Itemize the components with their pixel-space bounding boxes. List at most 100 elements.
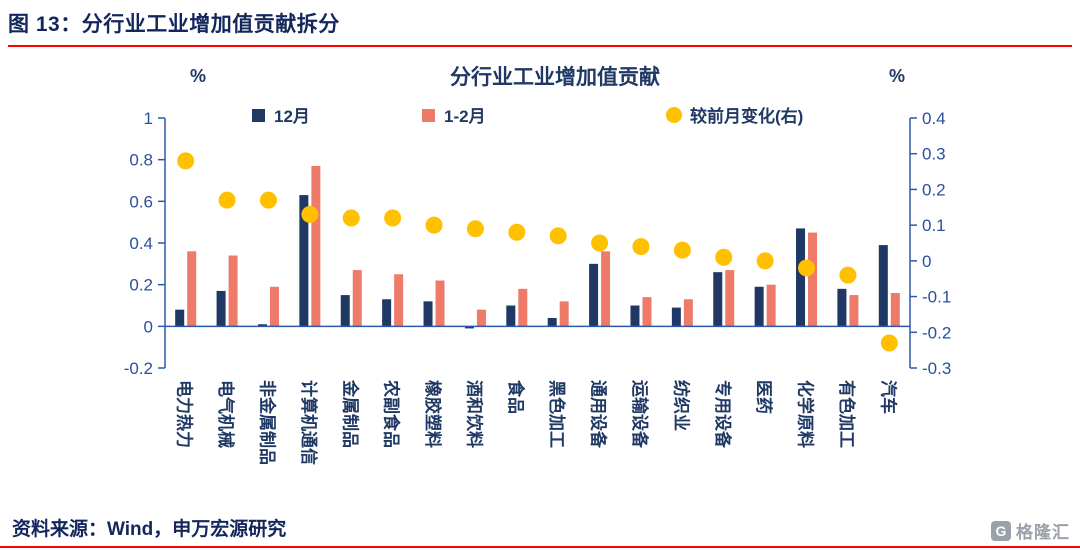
header-red-underline [8, 45, 1072, 47]
bar-dec [837, 288, 847, 327]
category-label: 运输设备 [630, 380, 650, 449]
left-tick-label: 0 [144, 317, 153, 336]
figure-title: 图 13：分行业工业增加值贡献拆分 [8, 13, 340, 36]
change-dot [177, 152, 195, 170]
category-label: 汽车 [878, 380, 898, 414]
legend-label-2: 较前月变化(右) [690, 106, 803, 126]
change-dot [798, 259, 816, 277]
bar-dec [423, 301, 433, 327]
category-label: 金属制品 [340, 379, 360, 448]
bar-dec [299, 195, 309, 327]
left-tick-label: 0.2 [129, 276, 153, 295]
footer: 资料来源：Wind，申万宏源研究 G 格隆汇 [0, 502, 1080, 550]
chart-area: 分行业工业增加值贡献%% 12月 1-2月 较前月变化(右) 1 0.8 0.6 0.4 0.2… [0, 52, 1080, 484]
bar-janfeb [849, 295, 859, 327]
legend-marker-1 [422, 109, 435, 122]
gelonghui-logo: G 格隆汇 [991, 518, 1070, 543]
right-tick-label: -0.3 [922, 359, 951, 378]
bar-janfeb [601, 251, 611, 327]
left-axis-unit: % [190, 66, 206, 86]
category-label: 纺织业 [671, 380, 691, 431]
bar-dec [382, 299, 392, 327]
bar-janfeb [269, 286, 279, 327]
figure-header: 图 13：分行业工业增加值贡献拆分 [8, 8, 1072, 47]
bar-dec [506, 305, 516, 327]
change-dot [508, 223, 526, 241]
bar-dec [547, 318, 557, 327]
right-tick-label: 0.4 [922, 109, 946, 128]
legend-label-1: 1-2月 [444, 107, 486, 126]
change-dot [384, 209, 402, 227]
bar-dec [796, 228, 806, 327]
bar-janfeb [352, 270, 362, 327]
bar-janfeb [683, 299, 693, 327]
source-note: 资料来源：Wind，申万宏源研究 [12, 519, 287, 540]
bar-dec [878, 245, 888, 327]
category-label: 农副食品 [382, 379, 402, 448]
change-dot [425, 216, 443, 234]
change-dot [549, 227, 567, 245]
category-label: 电力热力 [175, 380, 195, 448]
legend-label-0: 12月 [274, 107, 310, 126]
right-axis-unit: % [889, 66, 905, 86]
category-label: 通用设备 [589, 380, 609, 449]
change-dot [342, 209, 360, 227]
right-tick-label: 0 [922, 252, 931, 271]
bar-dec [257, 324, 267, 327]
bar-dec [464, 326, 474, 329]
bar-janfeb [642, 297, 652, 327]
category-label: 黑色加工 [547, 380, 567, 448]
change-dot [632, 238, 650, 256]
bar-janfeb [518, 288, 528, 327]
bar-janfeb [228, 255, 238, 327]
change-dot [301, 205, 319, 223]
category-label: 计算机通信 [299, 380, 319, 465]
change-dot [673, 241, 691, 259]
category-label: 酒和饮料 [464, 380, 484, 448]
bar-dec [340, 295, 350, 327]
bar-dec [175, 309, 185, 327]
bar-dec [589, 263, 599, 327]
bar-janfeb [808, 232, 818, 327]
change-dot [591, 234, 609, 252]
right-tick-label: -0.1 [922, 288, 951, 307]
category-label: 橡胶塑料 [423, 380, 443, 448]
legend-marker-2 [666, 107, 682, 123]
right-tick-label: 0.2 [922, 180, 946, 199]
category-label: 电气机械 [216, 380, 236, 448]
right-tick-label: 0.1 [922, 216, 946, 235]
category-label: 非金属制品 [257, 380, 277, 465]
bar-dec [754, 286, 764, 327]
bar-janfeb [394, 274, 404, 327]
change-dot [715, 248, 733, 266]
bar-janfeb [559, 301, 569, 327]
left-tick-label: -0.2 [124, 359, 153, 378]
right-tick-label: 0.3 [922, 145, 946, 164]
industry-contribution-chart: 分行业工业增加值贡献% % 12月 1-2月 较前月变化(右) 1 0.8 0.6 0.4 0.2… [124, 65, 952, 465]
left-tick-label: 0.6 [129, 192, 153, 211]
bar-janfeb [476, 309, 486, 327]
change-dot [259, 191, 277, 209]
bar-dec [671, 307, 681, 327]
right-tick-label: -0.2 [922, 323, 951, 342]
footer-red-underline [0, 546, 1080, 548]
left-tick-label: 1 [144, 109, 153, 128]
chart-title: 分行业工业增加值贡献 [450, 65, 660, 89]
category-label: 化学原料 [796, 380, 816, 448]
bar-janfeb [725, 270, 735, 327]
bar-janfeb [187, 251, 197, 327]
category-label: 食品 [506, 380, 526, 414]
change-dot [839, 266, 857, 284]
change-dot [880, 334, 898, 352]
bar-janfeb [890, 293, 900, 327]
legend-marker-0 [252, 109, 265, 122]
change-dot [756, 252, 774, 270]
bar-janfeb [311, 165, 321, 327]
bar-dec [216, 290, 226, 327]
left-tick-label: 0.4 [129, 234, 153, 253]
bar-janfeb [766, 284, 776, 327]
left-tick-label: 0.8 [129, 151, 153, 170]
change-dot [218, 191, 236, 209]
category-label: 专用设备 [713, 380, 733, 449]
category-label: 有色加工 [837, 380, 857, 448]
